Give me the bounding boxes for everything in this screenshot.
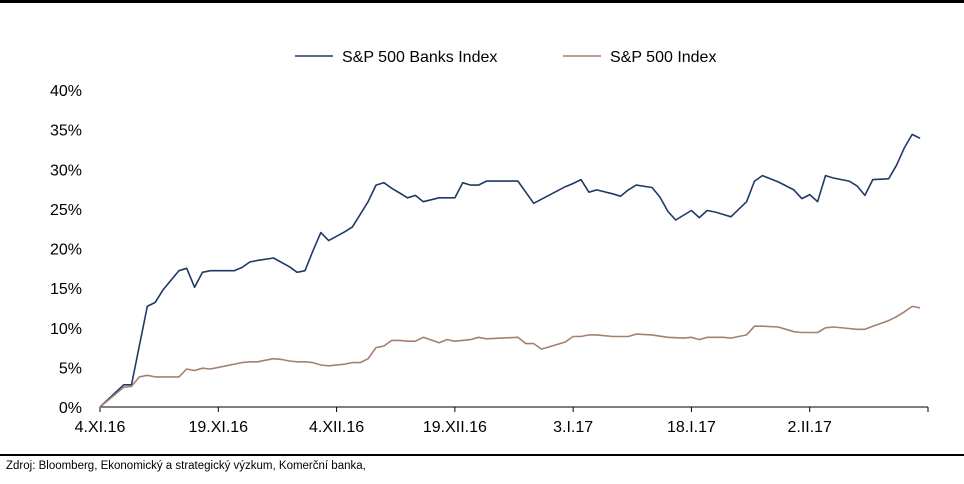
x-tick-label: 4.XI.16 bbox=[75, 419, 126, 436]
legend-label: S&P 500 Index bbox=[610, 49, 716, 66]
y-tick-label: 40% bbox=[50, 83, 82, 100]
y-tick-label: 5% bbox=[59, 360, 82, 377]
x-tick-label: 19.XI.16 bbox=[188, 419, 248, 436]
bottom-rule bbox=[0, 454, 964, 456]
x-tick-label: 19.XII.16 bbox=[423, 419, 487, 436]
x-tick-label: 3.I.17 bbox=[553, 419, 593, 436]
y-tick-label: 30% bbox=[50, 162, 82, 179]
legend-label: S&P 500 Banks Index bbox=[342, 49, 497, 66]
series-layer bbox=[99, 133, 921, 408]
top-rule bbox=[0, 0, 964, 3]
x-tick-label: 2.II.17 bbox=[787, 419, 832, 436]
y-tick-label: 15% bbox=[50, 281, 82, 298]
x-tick-label: 4.XII.16 bbox=[309, 419, 364, 436]
legend: S&P 500 Banks Index S&P 500 Index bbox=[295, 49, 716, 66]
y-tick-label: 20% bbox=[50, 242, 82, 259]
y-tick-label: 35% bbox=[50, 123, 82, 140]
source-note: Zdroj: Bloomberg, Ekonomický a strategic… bbox=[6, 460, 366, 472]
y-tick-label: 10% bbox=[50, 321, 82, 338]
series-line-2 bbox=[99, 305, 921, 408]
y-axis: 0% 5% 10% 15% 20% 25% 30% 35% 40% bbox=[50, 83, 82, 417]
y-tick-label: 0% bbox=[59, 400, 82, 417]
y-tick-label: 25% bbox=[50, 202, 82, 219]
x-tick-label: 18.I.17 bbox=[667, 419, 716, 436]
x-axis: 4.XI.16 19.XI.16 4.XII.16 19.XII.16 3.I.17 18… bbox=[75, 406, 929, 436]
series-line-1 bbox=[99, 133, 921, 408]
line-chart: S&P 500 Banks Index S&P 500 Index 0% 5% 10%… bbox=[50, 49, 929, 436]
